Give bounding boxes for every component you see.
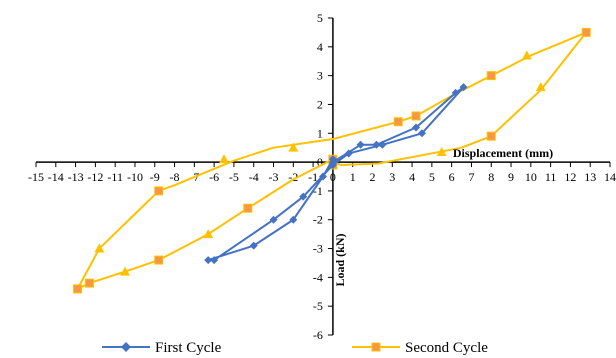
data-point-second-cycle bbox=[154, 255, 164, 265]
data-point-first-cycle bbox=[210, 256, 219, 265]
legend-item-first-cycle: First Cycle bbox=[102, 340, 222, 356]
y-tick-label: -6 bbox=[313, 328, 323, 342]
arrow-marker bbox=[219, 154, 230, 164]
data-point-second-cycle bbox=[84, 278, 94, 288]
data-point-first-cycle bbox=[356, 140, 365, 149]
data-point-second-cycle bbox=[73, 284, 83, 294]
series-first-cycle bbox=[204, 83, 468, 265]
arrow-marker bbox=[288, 142, 299, 152]
data-point-first-cycle bbox=[417, 129, 426, 138]
x-tick-label: 5 bbox=[429, 170, 435, 184]
data-point-second-cycle bbox=[154, 186, 164, 196]
x-axis-label: Displacement (mm) bbox=[453, 146, 553, 160]
x-tick-label: 8 bbox=[488, 170, 494, 184]
data-point-second-cycle bbox=[393, 117, 403, 127]
diamond-marker-icon bbox=[121, 342, 131, 352]
y-tick-label: 5 bbox=[317, 11, 323, 25]
y-tick-label: -4 bbox=[313, 270, 323, 284]
x-tick-label: 2 bbox=[369, 170, 375, 184]
x-tick-label: 13 bbox=[584, 170, 596, 184]
x-tick-label: -8 bbox=[170, 170, 180, 184]
data-point-first-cycle bbox=[269, 215, 278, 224]
x-tick-label: -5 bbox=[229, 170, 239, 184]
legend-label-second-cycle: Second Cycle bbox=[405, 340, 488, 356]
x-tick-label: 11 bbox=[545, 170, 557, 184]
arrow-marker bbox=[535, 82, 546, 92]
data-point-first-cycle bbox=[204, 256, 213, 265]
x-tick-label: -12 bbox=[87, 170, 103, 184]
x-tick-label: 9 bbox=[508, 170, 514, 184]
data-point-first-cycle bbox=[249, 241, 258, 250]
y-tick-label: -1 bbox=[313, 184, 323, 198]
x-tick-label: 12 bbox=[564, 170, 576, 184]
data-point-first-cycle bbox=[328, 160, 337, 169]
x-tick-label: -13 bbox=[68, 170, 84, 184]
x-tick-label: -11 bbox=[107, 170, 123, 184]
x-tick-label: 3 bbox=[389, 170, 395, 184]
x-tick-label: 4 bbox=[409, 170, 415, 184]
x-tick-label: 10 bbox=[525, 170, 537, 184]
data-point-first-cycle bbox=[378, 140, 387, 149]
series-line-first-cycle bbox=[207, 86, 465, 262]
series-line-second-cycle bbox=[76, 31, 588, 290]
data-point-first-cycle bbox=[372, 140, 381, 149]
data-point-first-cycle bbox=[344, 149, 353, 158]
y-tick-label: 2 bbox=[317, 97, 323, 111]
data-point-second-cycle bbox=[486, 71, 496, 81]
data-point-second-cycle bbox=[411, 111, 421, 121]
y-tick-label: 3 bbox=[317, 69, 323, 83]
series-layer bbox=[73, 27, 591, 294]
data-point-first-cycle bbox=[319, 172, 327, 181]
data-point-first-cycle bbox=[299, 192, 308, 201]
x-tick-label: -4 bbox=[249, 170, 259, 184]
x-tick-label: -14 bbox=[48, 170, 64, 184]
data-point-first-cycle bbox=[289, 215, 298, 224]
x-tick-label: -15 bbox=[28, 170, 44, 184]
legend: First Cycle Second Cycle bbox=[102, 340, 488, 356]
y-tick-label: 4 bbox=[317, 40, 323, 54]
arrow-marker bbox=[120, 266, 131, 276]
x-tick-label: -2 bbox=[288, 170, 298, 184]
x-tick-label: 7 bbox=[468, 170, 474, 184]
y-axis-label: Load (kN) bbox=[333, 233, 347, 286]
legend-item-second-cycle: Second Cycle bbox=[352, 340, 488, 356]
y-tick-label: 0 bbox=[317, 155, 323, 169]
data-point-first-cycle bbox=[459, 83, 468, 92]
data-point-second-cycle bbox=[486, 131, 496, 141]
y-tick-label: -5 bbox=[313, 299, 323, 313]
data-point-first-cycle bbox=[451, 88, 460, 97]
square-marker-icon bbox=[371, 342, 381, 352]
arrow-marker bbox=[203, 229, 214, 239]
x-tick-label: -9 bbox=[150, 170, 160, 184]
x-tick-label: 0 bbox=[330, 170, 336, 184]
x-tick-label: -3 bbox=[269, 170, 279, 184]
x-tick-label: 1 bbox=[350, 170, 356, 184]
arrow-marker bbox=[436, 147, 447, 157]
x-tick-label: -10 bbox=[127, 170, 143, 184]
data-point-first-cycle bbox=[412, 123, 421, 132]
y-tick-label: -2 bbox=[313, 213, 323, 227]
arrow-marker bbox=[521, 50, 532, 60]
data-point-first-cycle bbox=[328, 155, 337, 164]
arrow-marker bbox=[94, 243, 105, 253]
data-point-second-cycle bbox=[581, 27, 591, 37]
y-tick-label: 1 bbox=[317, 126, 323, 140]
y-tick-label: -3 bbox=[313, 242, 323, 256]
legend-label-first-cycle: First Cycle bbox=[155, 340, 222, 356]
data-point-second-cycle bbox=[243, 203, 253, 213]
x-tick-label: 14 bbox=[604, 170, 616, 184]
x-tick-label: -1 bbox=[308, 170, 318, 184]
x-tick-label: 6 bbox=[449, 170, 455, 184]
x-tick-label: -6 bbox=[209, 170, 219, 184]
